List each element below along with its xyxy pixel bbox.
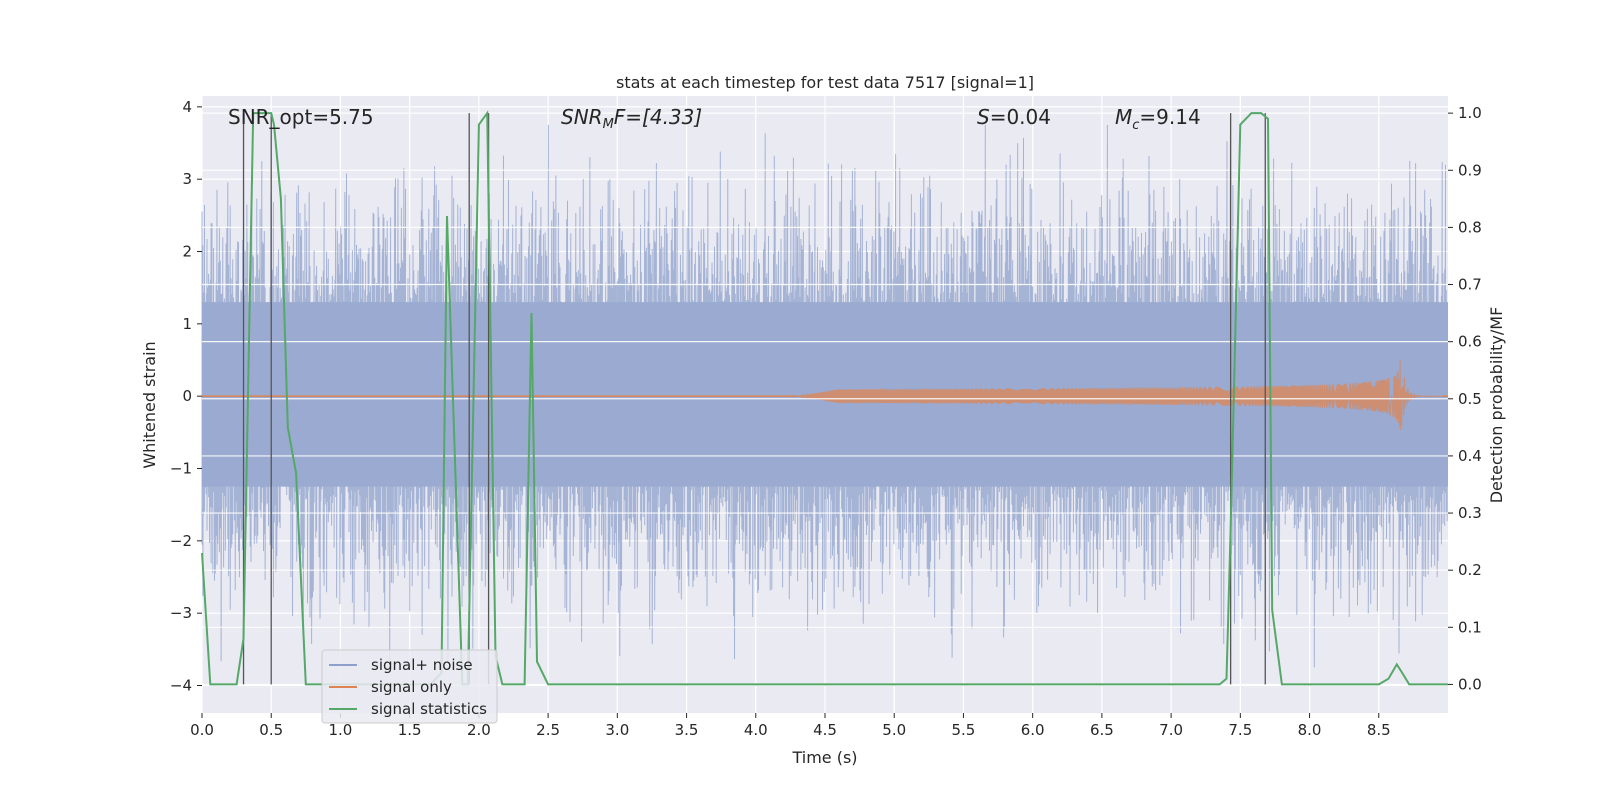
x-tick-label: 1.5 <box>398 721 422 739</box>
noise-series <box>201 124 1448 668</box>
y-axis-label-right: Detection probability/MF <box>1487 307 1506 504</box>
x-tick-label: 4.5 <box>813 721 837 739</box>
x-axis-label: Time (s) <box>791 748 857 767</box>
x-tick-label: 8.0 <box>1298 721 1322 739</box>
y-tick-label-right: 0.7 <box>1458 276 1482 294</box>
annotation-s: S=0.04 <box>977 105 1051 129</box>
y-tick-label-left: −1 <box>170 460 192 478</box>
y-tick-label-left: −2 <box>170 532 192 550</box>
legend-entry-stats: signal statistics <box>371 700 487 718</box>
y-tick-label-left: −3 <box>170 604 192 622</box>
y-tick-label-right: 0.4 <box>1458 447 1482 465</box>
y-axis-label-left: Whitened strain <box>140 341 159 468</box>
y-tick-label-left: 0 <box>182 387 192 405</box>
y-tick-label-right: 0.1 <box>1458 618 1482 636</box>
y-tick-label-right: 0.6 <box>1458 333 1482 351</box>
signal-only-series <box>797 360 1443 430</box>
x-tick-label: 0.0 <box>190 721 214 739</box>
legend-entry-signal: signal only <box>371 678 452 696</box>
x-tick-label: 1.0 <box>329 721 353 739</box>
y-tick-label-left: 1 <box>182 315 192 333</box>
y-tick-label-right: 0.0 <box>1458 675 1482 693</box>
y-tick-label-left: 4 <box>182 98 192 116</box>
legend: signal+ noise signal only signal statist… <box>321 649 498 724</box>
legend-entry-noise: signal+ noise <box>371 656 473 674</box>
x-tick-label: 6.5 <box>1090 721 1114 739</box>
annotation-snr-opt: SNR_opt=5.75 <box>228 105 374 129</box>
x-tick-label: 7.0 <box>1159 721 1183 739</box>
x-tick-label: 2.5 <box>536 721 560 739</box>
y-tick-label-left: 3 <box>182 170 192 188</box>
annotation-snr-mf: SNRMF=[4.33] <box>561 105 702 132</box>
annotation-mc: Mc=9.14 <box>1115 105 1201 133</box>
y-tick-label-right: 0.2 <box>1458 561 1482 579</box>
x-tick-label: 5.0 <box>882 721 906 739</box>
x-tick-label: 5.5 <box>952 721 976 739</box>
legend-box <box>321 649 498 724</box>
x-tick-label: 4.0 <box>744 721 768 739</box>
x-tick-label: 0.5 <box>259 721 283 739</box>
x-tick-label: 7.5 <box>1228 721 1252 739</box>
x-tick-label: 3.0 <box>605 721 629 739</box>
y-tick-label-right: 0.9 <box>1458 161 1482 179</box>
x-tick-label: 3.5 <box>675 721 699 739</box>
y-tick-label-left: −4 <box>170 677 192 695</box>
x-tick-label: 2.0 <box>467 721 491 739</box>
y-tick-label-right: 0.3 <box>1458 504 1482 522</box>
signal-statistics-series <box>201 110 1448 686</box>
y-tick-label-right: 0.8 <box>1458 218 1482 236</box>
y-tick-label-left: 2 <box>182 243 192 261</box>
x-tick-label: 6.0 <box>1021 721 1045 739</box>
y-tick-label-right: 0.5 <box>1458 390 1482 408</box>
y-tick-label-right: 1.0 <box>1458 104 1482 122</box>
chart-title: stats at each timestep for test data 751… <box>616 73 1034 92</box>
x-tick-label: 8.5 <box>1367 721 1391 739</box>
